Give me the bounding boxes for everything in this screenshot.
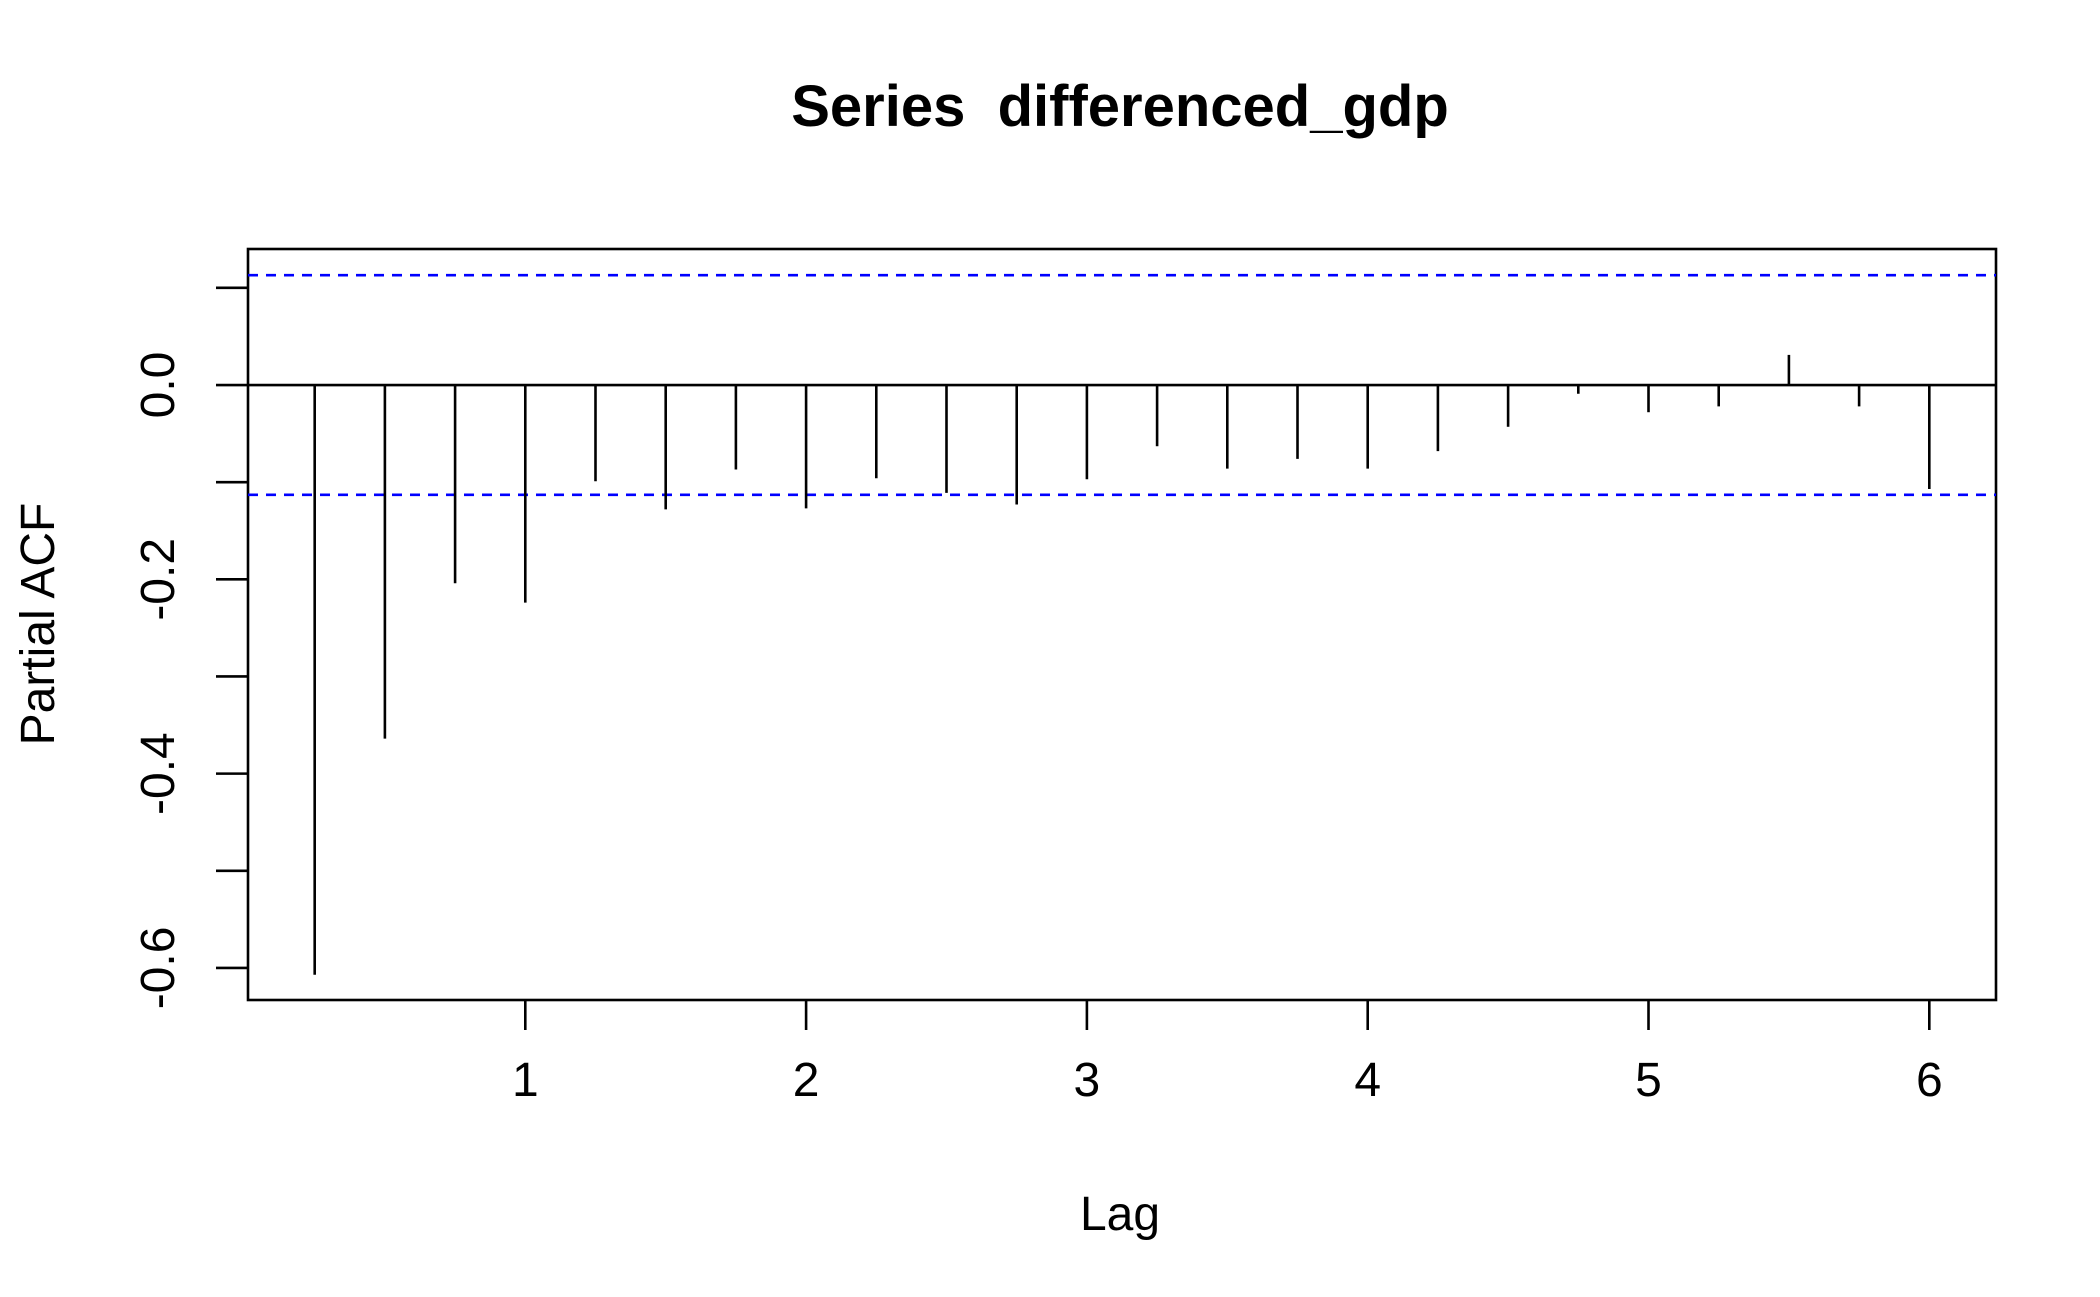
plot-frame xyxy=(248,249,1996,1000)
x-axis-label: Lag xyxy=(1080,1188,1160,1241)
y-tick-label: -0.2 xyxy=(132,538,185,621)
x-tick-label: 3 xyxy=(1074,1054,1101,1107)
x-tick-label: 1 xyxy=(512,1054,539,1107)
y-tick-label: -0.6 xyxy=(132,927,185,1010)
y-tick-label: 0.0 xyxy=(132,352,185,419)
plot-area: 1 2 3 4 5 6 0.0 -0.2 -0.4 -0.6 xyxy=(132,249,1996,1107)
y-axis-label: Partial ACF xyxy=(12,503,65,746)
y-tick-label: -0.4 xyxy=(132,732,185,815)
chart-title: Series differenced_gdp xyxy=(791,74,1449,139)
x-tick-label: 6 xyxy=(1916,1054,1943,1107)
x-tick-label: 4 xyxy=(1354,1054,1381,1107)
x-tick-label: 5 xyxy=(1635,1054,1662,1107)
x-tick-label: 2 xyxy=(793,1054,820,1107)
